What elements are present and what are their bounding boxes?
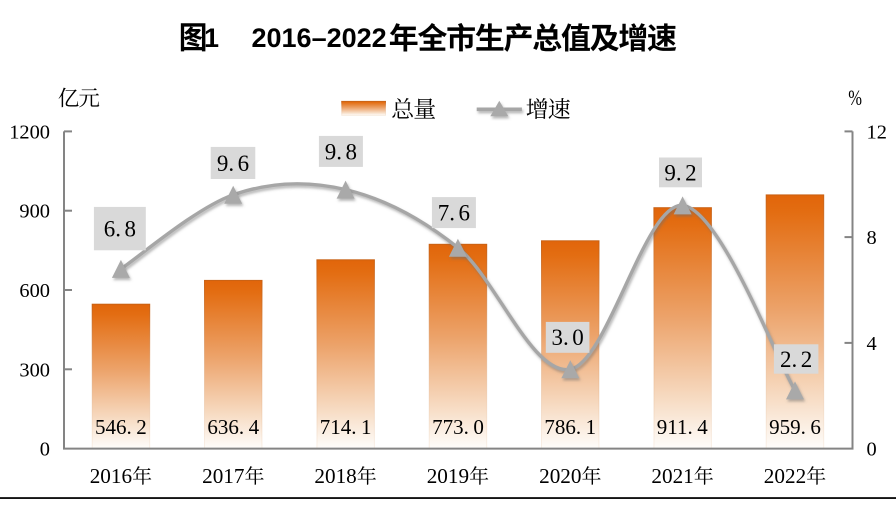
svg-text:773.0: 773. 0 [432, 415, 484, 439]
svg-text:4: 4 [867, 333, 877, 355]
svg-text:2021: 2021 [651, 464, 693, 488]
svg-text:900: 900 [19, 201, 50, 223]
svg-text:600: 600 [19, 280, 50, 302]
svg-text:12: 12 [867, 121, 887, 143]
svg-text:1200: 1200 [9, 121, 50, 143]
svg-text:0: 0 [40, 439, 50, 461]
svg-text:6.8: 6. 8 [104, 217, 136, 242]
svg-text:2016: 2016 [90, 464, 132, 488]
svg-text:2022: 2022 [764, 464, 806, 488]
svg-text:9.2: 9. 2 [664, 160, 696, 185]
svg-text:714.1: 714. 1 [320, 415, 372, 439]
svg-text:%: % [848, 87, 862, 111]
svg-text:2020: 2020 [539, 464, 581, 488]
svg-text:911.4: 911. 4 [657, 415, 708, 439]
svg-text:2016–2022: 2016–2022 [252, 23, 387, 53]
svg-text:2018: 2018 [314, 464, 356, 488]
svg-text:2.2: 2. 2 [780, 347, 812, 372]
svg-text:2017: 2017 [202, 464, 244, 488]
svg-text:8: 8 [867, 227, 877, 249]
svg-text:300: 300 [19, 359, 50, 381]
svg-text:546.2: 546. 2 [95, 415, 147, 439]
svg-text:636.4: 636. 4 [207, 415, 259, 439]
svg-text:9.8: 9. 8 [325, 139, 357, 164]
svg-text:959.6: 959. 6 [769, 415, 821, 439]
svg-text:0: 0 [867, 439, 877, 461]
svg-text:2019: 2019 [427, 464, 469, 488]
svg-text:7.6: 7. 6 [438, 201, 470, 226]
svg-text:1: 1 [204, 23, 219, 53]
svg-text:3.0: 3. 0 [552, 325, 584, 350]
svg-text:786.1: 786. 1 [544, 415, 596, 439]
svg-text:9.6: 9. 6 [217, 151, 249, 176]
